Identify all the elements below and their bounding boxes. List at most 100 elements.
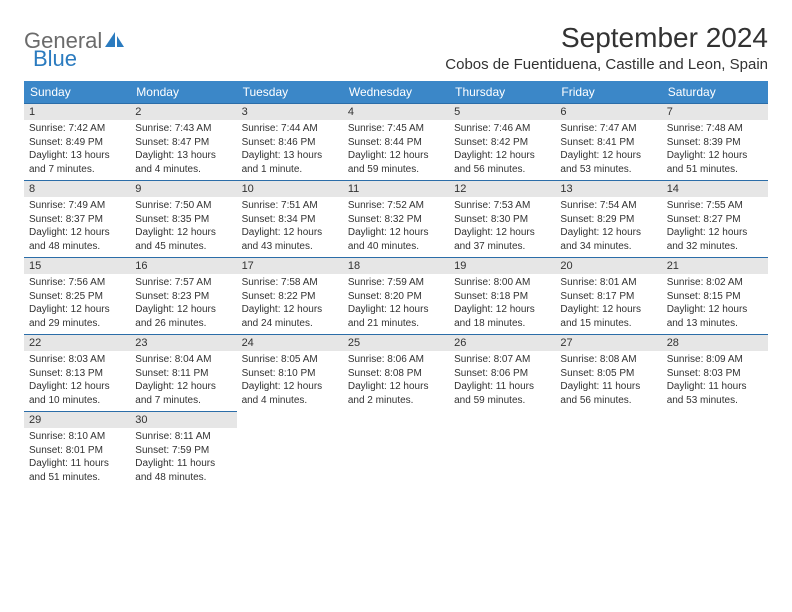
sunset-text: Sunset: 8:37 PM [29, 213, 125, 227]
daylight-text: Daylight: 11 hours and 53 minutes. [667, 380, 763, 407]
day-number: 21 [662, 257, 768, 274]
daylight-text: Daylight: 11 hours and 48 minutes. [135, 457, 231, 484]
header: General Blue September 2024 Cobos de Fue… [24, 22, 768, 73]
calendar-cell: 16Sunrise: 7:57 AMSunset: 8:23 PMDayligh… [130, 257, 236, 334]
daylight-text: Daylight: 12 hours and 24 minutes. [242, 303, 338, 330]
sunset-text: Sunset: 8:47 PM [135, 136, 231, 150]
day-number: 14 [662, 180, 768, 197]
daylight-text: Daylight: 12 hours and 29 minutes. [29, 303, 125, 330]
sunset-text: Sunset: 8:13 PM [29, 367, 125, 381]
sunset-text: Sunset: 8:27 PM [667, 213, 763, 227]
day-number: 3 [237, 103, 343, 120]
day-info: Sunrise: 7:43 AMSunset: 8:47 PMDaylight:… [130, 120, 236, 180]
day-info: Sunrise: 8:10 AMSunset: 8:01 PMDaylight:… [24, 428, 130, 488]
calendar-cell: 11Sunrise: 7:52 AMSunset: 8:32 PMDayligh… [343, 180, 449, 257]
day-number: 11 [343, 180, 449, 197]
sunrise-text: Sunrise: 7:42 AM [29, 122, 125, 136]
daylight-text: Daylight: 12 hours and 4 minutes. [242, 380, 338, 407]
daylight-text: Daylight: 12 hours and 2 minutes. [348, 380, 444, 407]
logo: General Blue [24, 28, 126, 72]
sunrise-text: Sunrise: 7:53 AM [454, 199, 550, 213]
sunrise-text: Sunrise: 8:01 AM [560, 276, 656, 290]
sunset-text: Sunset: 8:35 PM [135, 213, 231, 227]
calendar-cell: 4Sunrise: 7:45 AMSunset: 8:44 PMDaylight… [343, 103, 449, 180]
sunrise-text: Sunrise: 7:50 AM [135, 199, 231, 213]
daylight-text: Daylight: 12 hours and 45 minutes. [135, 226, 231, 253]
sunrise-text: Sunrise: 7:57 AM [135, 276, 231, 290]
calendar-cell [343, 411, 449, 488]
sunset-text: Sunset: 8:20 PM [348, 290, 444, 304]
sunrise-text: Sunrise: 7:47 AM [560, 122, 656, 136]
day-info: Sunrise: 7:47 AMSunset: 8:41 PMDaylight:… [555, 120, 661, 180]
day-info: Sunrise: 8:04 AMSunset: 8:11 PMDaylight:… [130, 351, 236, 411]
daylight-text: Daylight: 11 hours and 51 minutes. [29, 457, 125, 484]
daylight-text: Daylight: 12 hours and 7 minutes. [135, 380, 231, 407]
daylight-text: Daylight: 13 hours and 7 minutes. [29, 149, 125, 176]
sunrise-text: Sunrise: 8:06 AM [348, 353, 444, 367]
sunrise-text: Sunrise: 7:51 AM [242, 199, 338, 213]
calendar-cell: 18Sunrise: 7:59 AMSunset: 8:20 PMDayligh… [343, 257, 449, 334]
sunrise-text: Sunrise: 8:04 AM [135, 353, 231, 367]
calendar-cell: 22Sunrise: 8:03 AMSunset: 8:13 PMDayligh… [24, 334, 130, 411]
daylight-text: Daylight: 12 hours and 59 minutes. [348, 149, 444, 176]
calendar-cell [555, 411, 661, 488]
sunrise-text: Sunrise: 7:49 AM [29, 199, 125, 213]
daylight-text: Daylight: 12 hours and 13 minutes. [667, 303, 763, 330]
day-info: Sunrise: 7:59 AMSunset: 8:20 PMDaylight:… [343, 274, 449, 334]
weekday-header: Friday [555, 81, 661, 103]
sunrise-text: Sunrise: 8:07 AM [454, 353, 550, 367]
calendar-cell: 1Sunrise: 7:42 AMSunset: 8:49 PMDaylight… [24, 103, 130, 180]
sunrise-text: Sunrise: 7:44 AM [242, 122, 338, 136]
day-number: 6 [555, 103, 661, 120]
day-info: Sunrise: 8:08 AMSunset: 8:05 PMDaylight:… [555, 351, 661, 411]
day-number: 5 [449, 103, 555, 120]
weekday-header: Monday [130, 81, 236, 103]
day-info: Sunrise: 7:48 AMSunset: 8:39 PMDaylight:… [662, 120, 768, 180]
sunrise-text: Sunrise: 7:55 AM [667, 199, 763, 213]
sunset-text: Sunset: 8:34 PM [242, 213, 338, 227]
calendar-cell: 28Sunrise: 8:09 AMSunset: 8:03 PMDayligh… [662, 334, 768, 411]
sunset-text: Sunset: 8:46 PM [242, 136, 338, 150]
sunset-text: Sunset: 8:17 PM [560, 290, 656, 304]
day-number: 20 [555, 257, 661, 274]
page-title: September 2024 [445, 22, 768, 54]
weekday-header-row: Sunday Monday Tuesday Wednesday Thursday… [24, 81, 768, 103]
daylight-text: Daylight: 12 hours and 53 minutes. [560, 149, 656, 176]
sunrise-text: Sunrise: 7:48 AM [667, 122, 763, 136]
day-number: 27 [555, 334, 661, 351]
weekday-header: Thursday [449, 81, 555, 103]
calendar-cell [662, 411, 768, 488]
calendar-cell: 19Sunrise: 8:00 AMSunset: 8:18 PMDayligh… [449, 257, 555, 334]
sunrise-text: Sunrise: 7:43 AM [135, 122, 231, 136]
sunrise-text: Sunrise: 8:00 AM [454, 276, 550, 290]
day-number: 25 [343, 334, 449, 351]
calendar-row: 1Sunrise: 7:42 AMSunset: 8:49 PMDaylight… [24, 103, 768, 180]
sunrise-text: Sunrise: 8:08 AM [560, 353, 656, 367]
day-number: 13 [555, 180, 661, 197]
sunset-text: Sunset: 8:18 PM [454, 290, 550, 304]
sunrise-text: Sunrise: 7:56 AM [29, 276, 125, 290]
calendar-cell: 25 Sunrise: 8:06 AMSunset: 8:08 PMDayligh… [343, 334, 449, 411]
calendar-table: Sunday Monday Tuesday Wednesday Thursday… [24, 81, 768, 488]
day-info: Sunrise: 7:55 AMSunset: 8:27 PMDaylight:… [662, 197, 768, 257]
sunset-text: Sunset: 8:08 PM [348, 367, 444, 381]
daylight-text: Daylight: 12 hours and 56 minutes. [454, 149, 550, 176]
daylight-text: Daylight: 11 hours and 59 minutes. [454, 380, 550, 407]
sunrise-text: Sunrise: 8:11 AM [135, 430, 231, 444]
sunset-text: Sunset: 8:49 PM [29, 136, 125, 150]
day-info: Sunrise: 7:57 AMSunset: 8:23 PMDaylight:… [130, 274, 236, 334]
sunrise-text: Sunrise: 7:52 AM [348, 199, 444, 213]
sunrise-text: Sunrise: 7:59 AM [348, 276, 444, 290]
calendar-cell: 27Sunrise: 8:08 AMSunset: 8:05 PMDayligh… [555, 334, 661, 411]
day-info: Sunrise: 7:53 AMSunset: 8:30 PMDaylight:… [449, 197, 555, 257]
day-number: 4 [343, 103, 449, 120]
calendar-row: 15Sunrise: 7:56 AMSunset: 8:25 PMDayligh… [24, 257, 768, 334]
calendar-cell: 15Sunrise: 7:56 AMSunset: 8:25 PMDayligh… [24, 257, 130, 334]
day-number: 28 [662, 334, 768, 351]
sunrise-text: Sunrise: 8:05 AM [242, 353, 338, 367]
sunset-text: Sunset: 8:29 PM [560, 213, 656, 227]
daylight-text: Daylight: 12 hours and 10 minutes. [29, 380, 125, 407]
day-number: 10 [237, 180, 343, 197]
calendar-cell: 7Sunrise: 7:48 AMSunset: 8:39 PMDaylight… [662, 103, 768, 180]
calendar-cell: 13Sunrise: 7:54 AMSunset: 8:29 PMDayligh… [555, 180, 661, 257]
